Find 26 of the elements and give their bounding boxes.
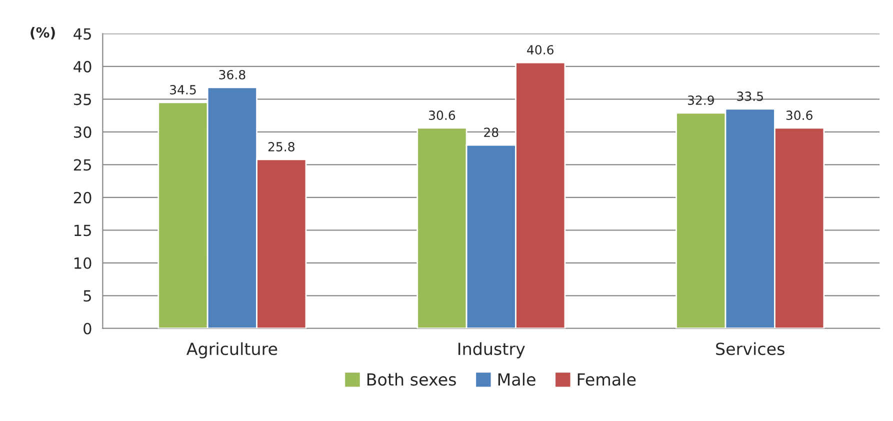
x-tick-label: Agriculture — [186, 342, 278, 358]
y-tick-label: 35 — [74, 94, 91, 106]
y-axis-title: (%) — [30, 26, 55, 40]
data-label: 28 — [484, 128, 498, 138]
data-label: 25.8 — [268, 142, 294, 152]
legend-label: Male — [498, 372, 536, 386]
data-label: 33.5 — [737, 92, 763, 102]
y-tick-label: 45 — [74, 28, 91, 40]
x-tick-label: Industry — [458, 342, 525, 358]
y-tick-label: 20 — [74, 192, 92, 204]
legend-label: Both sexes — [367, 372, 456, 386]
data-label: 36.8 — [219, 70, 246, 80]
x-tick-label: Services — [716, 342, 784, 356]
y-tick-label: 0 — [84, 322, 92, 334]
data-label: 30.6 — [786, 110, 812, 120]
y-tick-label: 40 — [74, 60, 92, 72]
legend-label: Female — [578, 372, 636, 386]
y-tick-label: 25 — [74, 159, 91, 171]
data-label: 30.6 — [428, 110, 456, 120]
data-label: 40.6 — [527, 45, 554, 55]
y-tick-label: 15 — [74, 224, 91, 236]
y-tick-label: 10 — [74, 257, 92, 269]
y-tick-label: 5 — [84, 290, 91, 302]
data-label: 34.5 — [170, 85, 196, 94]
data-label: 32.9 — [688, 95, 714, 105]
y-tick-label: 30 — [74, 126, 92, 138]
